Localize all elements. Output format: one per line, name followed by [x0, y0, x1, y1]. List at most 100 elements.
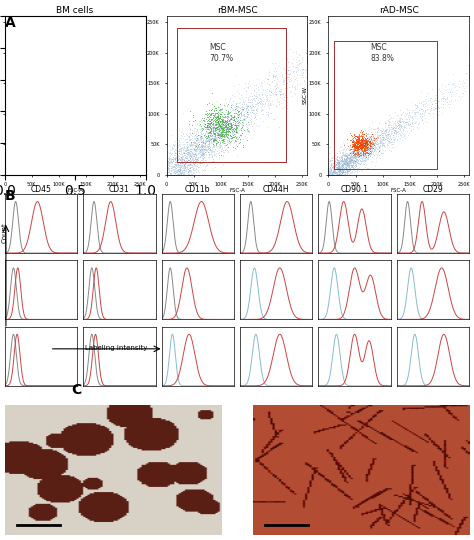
Point — [45, 160, 52, 169]
Point — [355, 148, 362, 157]
Point — [12, 165, 20, 174]
Point — [41, 97, 49, 106]
Point — [44, 150, 51, 158]
Point — [1, 133, 9, 142]
Point — [232, 125, 239, 133]
Point — [332, 170, 340, 179]
Point — [191, 140, 199, 149]
Point — [98, 112, 105, 121]
Point — [385, 132, 393, 140]
Point — [252, 105, 259, 113]
Point — [236, 94, 243, 103]
Point — [61, 159, 68, 168]
Point — [227, 113, 235, 122]
Point — [7, 158, 14, 166]
Point — [46, 135, 54, 144]
Point — [35, 159, 43, 167]
Point — [303, 36, 311, 44]
Point — [376, 137, 384, 145]
Point — [126, 104, 134, 112]
Point — [216, 122, 223, 131]
Point — [339, 147, 346, 156]
Point — [346, 148, 354, 157]
Point — [185, 147, 192, 156]
Point — [243, 102, 251, 111]
Point — [460, 84, 467, 92]
Point — [18, 167, 26, 176]
Point — [1, 124, 9, 133]
Point — [163, 148, 171, 157]
Point — [35, 155, 43, 164]
Point — [113, 156, 120, 164]
Point — [1, 148, 9, 157]
Point — [50, 167, 57, 176]
Point — [339, 157, 347, 165]
Point — [1, 126, 9, 134]
Point — [383, 143, 391, 152]
Point — [218, 127, 226, 136]
Point — [224, 130, 232, 139]
Point — [270, 66, 278, 75]
Point — [303, 34, 311, 43]
Point — [32, 161, 40, 170]
Point — [178, 150, 185, 158]
Point — [9, 133, 17, 142]
Point — [27, 170, 34, 179]
Point — [26, 157, 33, 165]
Point — [36, 149, 44, 158]
Point — [125, 170, 132, 179]
Point — [355, 148, 362, 157]
Point — [380, 142, 388, 151]
Point — [222, 126, 230, 134]
Point — [371, 143, 379, 152]
Point — [53, 94, 61, 103]
Point — [62, 170, 69, 179]
Point — [54, 156, 62, 164]
Point — [19, 145, 27, 154]
Point — [36, 162, 44, 171]
Point — [252, 105, 260, 114]
Point — [199, 137, 207, 145]
Point — [34, 157, 41, 165]
Point — [135, 106, 143, 114]
Point — [211, 118, 219, 126]
Point — [27, 161, 35, 170]
Point — [350, 152, 357, 161]
Point — [400, 133, 407, 141]
Point — [114, 112, 121, 121]
Point — [20, 135, 27, 144]
Point — [213, 112, 221, 121]
Point — [51, 130, 59, 139]
Point — [165, 160, 173, 169]
Point — [233, 128, 240, 137]
Point — [429, 113, 437, 122]
Point — [204, 148, 211, 157]
Point — [232, 124, 240, 133]
Point — [142, 159, 149, 168]
Point — [237, 107, 244, 116]
Point — [13, 159, 21, 168]
Point — [10, 111, 18, 120]
Point — [400, 122, 408, 131]
Point — [273, 90, 280, 99]
Point — [362, 148, 370, 157]
Point — [332, 170, 339, 179]
Point — [219, 124, 227, 133]
Point — [64, 168, 72, 177]
Point — [336, 166, 344, 174]
Point — [68, 165, 76, 174]
Point — [356, 150, 364, 158]
Point — [360, 144, 367, 153]
Point — [377, 127, 385, 136]
Point — [199, 144, 207, 153]
Point — [238, 105, 246, 113]
Point — [216, 117, 224, 125]
Point — [28, 156, 36, 164]
Point — [54, 122, 62, 131]
Point — [363, 141, 370, 150]
Point — [359, 151, 367, 160]
Point — [174, 165, 182, 173]
Point — [3, 170, 11, 179]
Point — [10, 157, 18, 166]
Point — [35, 170, 43, 179]
